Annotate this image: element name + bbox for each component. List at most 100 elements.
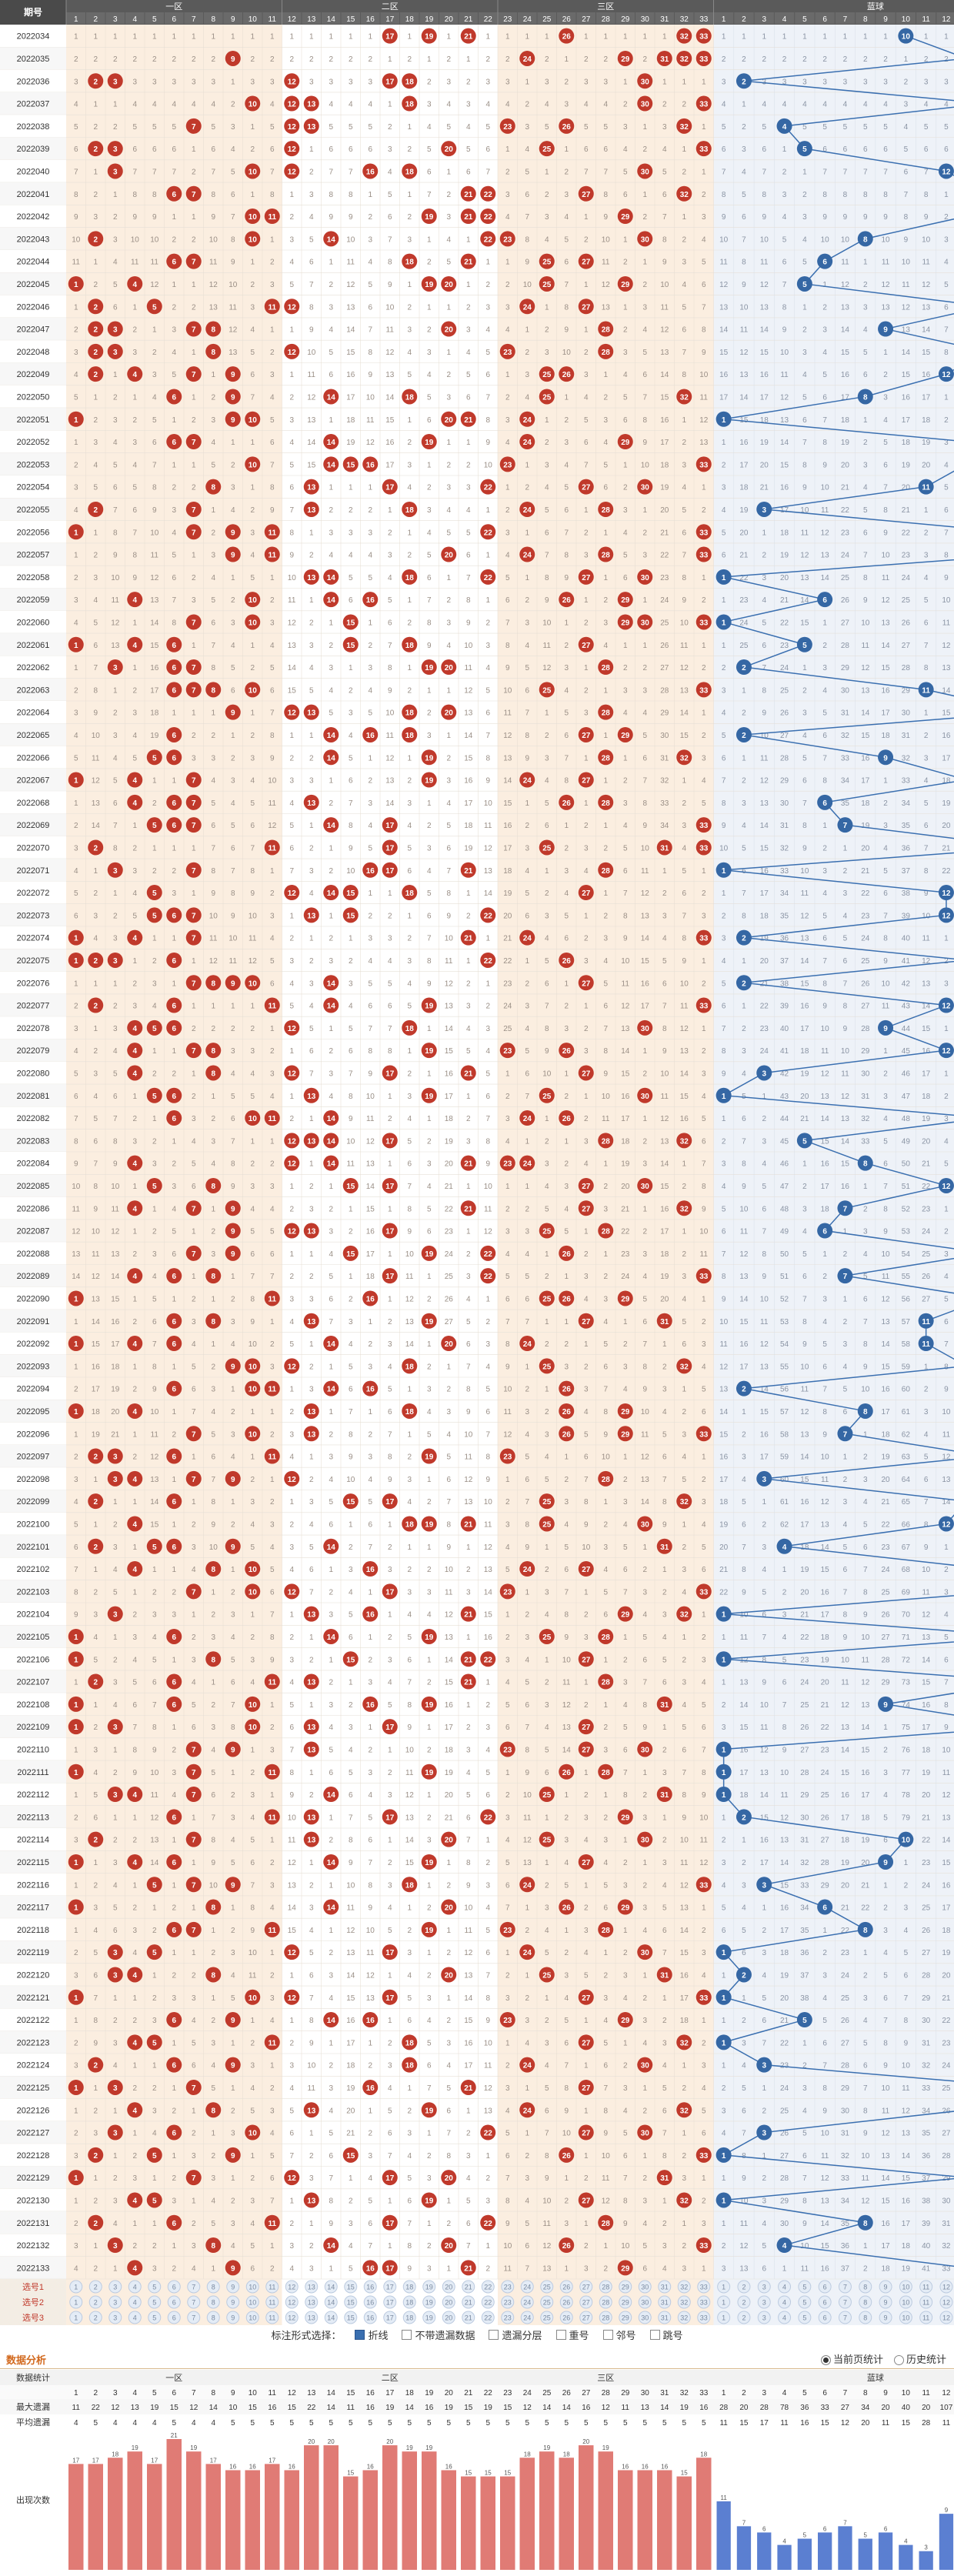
miss-count: 40 <box>902 935 911 943</box>
red-ball-number: 23 <box>503 1746 512 1754</box>
number-header: 24 <box>523 15 532 24</box>
miss-count: 6 <box>944 303 949 312</box>
miss-count: 5 <box>211 1430 215 1439</box>
miss-count: 2 <box>93 1047 98 1056</box>
miss-count: 1 <box>113 33 118 42</box>
miss-count: 2 <box>329 799 333 808</box>
miss-count: 3 <box>642 1588 647 1597</box>
miss-count: 10 <box>484 799 493 808</box>
miss-count: 1 <box>172 416 176 425</box>
miss-count: 3 <box>427 1386 432 1394</box>
miss-count: 10 <box>209 1543 218 1552</box>
miss-count: 4 <box>250 1679 255 1687</box>
miss-count: 2 <box>289 55 294 64</box>
miss-count: 33 <box>902 777 911 786</box>
miss-count: 1 <box>368 754 372 762</box>
miss-count: 3 <box>584 1814 589 1822</box>
miss-count: 3 <box>270 78 275 86</box>
miss-count: 10 <box>92 732 101 740</box>
miss-count: 5 <box>883 123 888 132</box>
miss-count: 12 <box>209 957 218 966</box>
miss-count: 6 <box>682 889 686 898</box>
miss-count: 2 <box>231 1025 235 1033</box>
miss-count: 6 <box>782 1679 787 1687</box>
miss-count: 2 <box>132 1837 137 1845</box>
miss-count: 12 <box>641 1453 650 1462</box>
miss-count: 7 <box>883 912 888 920</box>
miss-count: 3 <box>722 686 726 695</box>
miss-count: 8 <box>623 912 628 920</box>
miss-count: 4 <box>349 732 353 740</box>
miss-count: 1 <box>113 1633 118 1642</box>
miss-count: 8 <box>231 1723 235 1732</box>
miss-count: 13 <box>445 1003 454 1011</box>
period-label: 2022080 <box>17 1069 50 1078</box>
miss-count: 14 <box>150 1859 159 1867</box>
miss-count: 5 <box>368 709 372 718</box>
miss-count: 3 <box>74 484 78 492</box>
miss-count: 13 <box>621 1025 630 1033</box>
miss-count: 4 <box>231 506 235 515</box>
miss-count: 26 <box>445 1295 454 1303</box>
miss-count: 2 <box>250 1476 255 1484</box>
miss-count: 8 <box>231 889 235 898</box>
miss-count: 3 <box>427 506 432 515</box>
red-ball-number: 12 <box>288 1363 297 1371</box>
miss-count: 8 <box>782 1723 787 1732</box>
miss-count: 1 <box>368 1633 372 1642</box>
miss-count: 1 <box>682 145 686 154</box>
miss-count: 9 <box>762 213 766 222</box>
miss-count: 1 <box>113 979 118 988</box>
zone-header: 三区 <box>597 2 614 12</box>
miss-count: 2 <box>662 1746 667 1754</box>
miss-count: 7 <box>883 1183 888 1191</box>
miss-count: 15 <box>719 349 729 357</box>
miss-count: 1 <box>388 889 392 898</box>
miss-count: 1 <box>466 1183 471 1191</box>
miss-count: 2 <box>822 844 827 853</box>
miss-count: 18 <box>621 1137 630 1146</box>
red-ball-number: 28 <box>602 1633 611 1642</box>
miss-count: 2 <box>944 1228 949 1236</box>
miss-count: 5 <box>545 957 549 966</box>
red-ball-number: 13 <box>307 506 316 515</box>
miss-count: 39 <box>780 1003 789 1011</box>
miss-count: 1 <box>584 1769 589 1777</box>
miss-count: 15 <box>641 957 650 966</box>
number-header: 10 <box>249 15 258 24</box>
miss-count: 9 <box>152 213 157 222</box>
zone-header: 一区 <box>165 2 182 12</box>
miss-count: 7 <box>584 1476 589 1484</box>
period-label: 2022061 <box>17 641 50 650</box>
miss-count: 19 <box>739 506 749 515</box>
miss-count: 8 <box>349 1430 353 1439</box>
miss-count: 23 <box>841 529 850 537</box>
miss-count: 2 <box>231 754 235 762</box>
miss-count: 25 <box>660 619 669 627</box>
miss-count: 1 <box>944 935 949 943</box>
miss-count: 2 <box>407 777 412 786</box>
miss-count: 3 <box>368 664 372 672</box>
miss-count: 2 <box>642 664 647 672</box>
miss-count: 1 <box>446 303 451 312</box>
miss-count: 3 <box>349 709 353 718</box>
miss-count: 4 <box>904 1927 909 1935</box>
red-ball-number: 27 <box>582 777 591 786</box>
red-ball-number: 26 <box>562 1047 572 1056</box>
red-ball-number: 6 <box>172 259 176 267</box>
miss-count: 1 <box>113 101 118 109</box>
miss-count: 15 <box>760 349 769 357</box>
red-ball-number: 9 <box>231 1228 235 1236</box>
miss-count: 1 <box>309 822 314 830</box>
miss-count: 4 <box>446 642 451 650</box>
miss-count: 1 <box>702 168 706 176</box>
miss-count: 3 <box>113 935 118 943</box>
miss-count: 10 <box>621 957 630 966</box>
red-ball-number: 28 <box>602 506 611 515</box>
miss-count: 2 <box>132 326 137 335</box>
miss-count: 2 <box>192 1025 196 1033</box>
red-ball-number: 20 <box>445 552 454 560</box>
miss-count: 10 <box>562 349 572 357</box>
red-ball-number: 6 <box>172 686 176 695</box>
miss-count: 2 <box>368 1430 372 1439</box>
